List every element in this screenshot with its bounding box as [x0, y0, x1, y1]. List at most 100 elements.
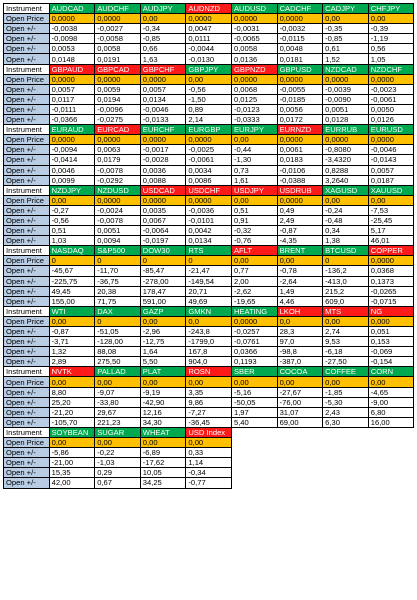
symbol-cell: COFFEE	[322, 366, 369, 378]
open-price-cell: 0	[185, 255, 232, 267]
open-change-label: Open +/-	[3, 386, 50, 398]
symbol-cell: AUDUSD	[230, 2, 278, 15]
open-price-cell: 0,00	[94, 437, 141, 449]
value-cell: 0,051	[367, 325, 415, 338]
value-cell: -0,85	[139, 33, 187, 45]
value-cell: -21,00	[48, 457, 96, 469]
value-cell: -0,34	[185, 467, 232, 479]
value-cell: 16,00	[367, 416, 415, 428]
value-cell: 0,49	[276, 204, 324, 216]
symbol-cell: NZDCAD	[322, 63, 369, 75]
value-cell: -1,19	[367, 33, 415, 45]
value-cell: -0,0115	[276, 33, 324, 45]
symbol-cell: EURCAD	[94, 124, 141, 136]
value-cell: -45,67	[48, 265, 96, 277]
open-price-row: Open Price 0,00 0 0,00 0,0 0,0000 0,0 0,00 0,000	[3, 315, 415, 328]
value-cell: 69,00	[276, 416, 324, 428]
open-change-label: Open +/-	[3, 154, 50, 166]
empty-cell	[368, 427, 414, 437]
value-cell: 0,56	[367, 43, 415, 55]
value-cell: 609,0	[322, 295, 369, 307]
open-change-row: Open +/- -5,86 -0,22 -6,89 0,33	[3, 447, 414, 459]
value-cell: -0,0078	[94, 214, 141, 227]
value-cell: -3,71	[48, 336, 96, 348]
empty-cell	[277, 427, 323, 437]
value-cell: -19,65	[230, 295, 278, 307]
value-cell: 2,89	[48, 356, 96, 368]
value-cell: -0,48	[322, 214, 369, 227]
symbol-cell: RTS	[185, 245, 232, 257]
open-price-cell: 0,00	[322, 376, 369, 388]
symbol-cell: ROSN	[185, 366, 232, 378]
value-cell: -36,45	[185, 416, 232, 428]
value-cell: 1,61	[230, 174, 278, 186]
value-cell: -1,85	[322, 386, 369, 398]
value-cell: 0,29	[94, 467, 141, 479]
symbol-cell: CHFJPY	[367, 2, 415, 15]
value-cell: 0,0187	[367, 174, 415, 186]
value-cell: 0,0057	[139, 83, 187, 95]
open-change-row: Open +/- -0,87 -51,05 -2,96 -243,8 -0,0257 28,…	[3, 325, 415, 338]
instrument-row-label: Instrument	[3, 63, 50, 75]
value-cell: 0,73	[230, 164, 278, 176]
open-price-label: Open Price	[3, 73, 50, 85]
open-change-label: Open +/-	[3, 174, 50, 186]
symbol-cell: AUDCHF	[94, 2, 141, 15]
value-cell: 0,0053	[48, 43, 96, 55]
value-cell: -0,0106	[276, 164, 324, 176]
empty-cell	[323, 468, 369, 478]
value-cell: -0,0275	[94, 114, 141, 126]
open-price-cell: 0,00	[94, 376, 141, 388]
value-cell: 0,61	[322, 43, 369, 55]
open-price-cell: 0,00	[185, 437, 232, 449]
symbol-cell: WHEAT	[139, 426, 187, 439]
open-price-cell: 0,0000	[276, 134, 324, 146]
open-price-cell: 0,0000	[367, 73, 415, 85]
value-cell: -21,47	[185, 265, 232, 277]
value-cell: 0,91	[230, 214, 278, 227]
symbol-cell: PALLAD	[94, 366, 141, 378]
instrument-header-row: Instrument AUDCAD AUDCHF AUDJPY AUDNZD AUDUSD…	[3, 2, 415, 15]
empty-cell	[368, 448, 414, 458]
symbol-cell: USDRUB	[276, 184, 324, 196]
value-cell: 0,0134	[185, 235, 232, 247]
symbol-cell: CADCHF	[276, 2, 324, 15]
value-cell: 46,01	[367, 235, 415, 247]
value-cell: -387,0	[276, 356, 324, 368]
value-cell: 2,43	[322, 406, 369, 418]
value-cell: 0,0050	[367, 103, 415, 116]
instrument-row-label: Instrument	[3, 366, 50, 378]
open-price-cell: 0,00	[139, 376, 187, 388]
symbol-cell: NZDUSD	[94, 184, 141, 196]
symbol-cell: EURCHF	[139, 124, 187, 136]
symbol-cell: EURUSD	[367, 124, 415, 136]
value-cell: -0,0143	[367, 154, 415, 166]
value-cell: -0,0111	[48, 103, 96, 116]
symbol-cell: EURNZD	[276, 124, 324, 136]
open-change-label: Open +/-	[3, 53, 50, 65]
value-cell: -6,89	[139, 447, 187, 459]
value-cell: 0,0099	[48, 174, 96, 186]
value-cell: -136,2	[322, 265, 369, 277]
open-change-row: Open +/- -225,75 -36,75 -278,00 -149,54 2,00-…	[3, 275, 415, 287]
value-cell: 0,0179	[94, 154, 141, 166]
value-cell: 0,0117	[48, 93, 96, 105]
instrument-row-label: Instrument	[3, 426, 50, 439]
value-cell: 1,03	[48, 235, 96, 247]
value-cell: 1,97	[230, 406, 278, 418]
symbol-cell: WTI	[48, 305, 96, 317]
open-change-label: Open +/-	[3, 416, 50, 428]
open-change-row: Open +/- 25,20 -33,80 -42,90 9,86 -50,05 -76,0…	[3, 396, 415, 408]
empty-cell	[368, 468, 414, 478]
value-cell: 0,33	[185, 447, 232, 459]
symbol-cell: AFLT	[230, 245, 278, 257]
value-cell: 0,0059	[94, 83, 141, 95]
empty-cell	[231, 427, 277, 437]
value-cell: 34,25	[139, 477, 187, 489]
value-cell: 0,51	[48, 225, 96, 237]
value-cell: 904,0	[185, 356, 232, 368]
empty-cell	[323, 448, 369, 458]
value-cell: -0,0061	[185, 154, 232, 166]
open-change-row: Open +/- 49,45 20,38 178,47 20,71 -2,62 1,49 21…	[3, 285, 415, 297]
value-cell: 0,0136	[230, 53, 278, 65]
